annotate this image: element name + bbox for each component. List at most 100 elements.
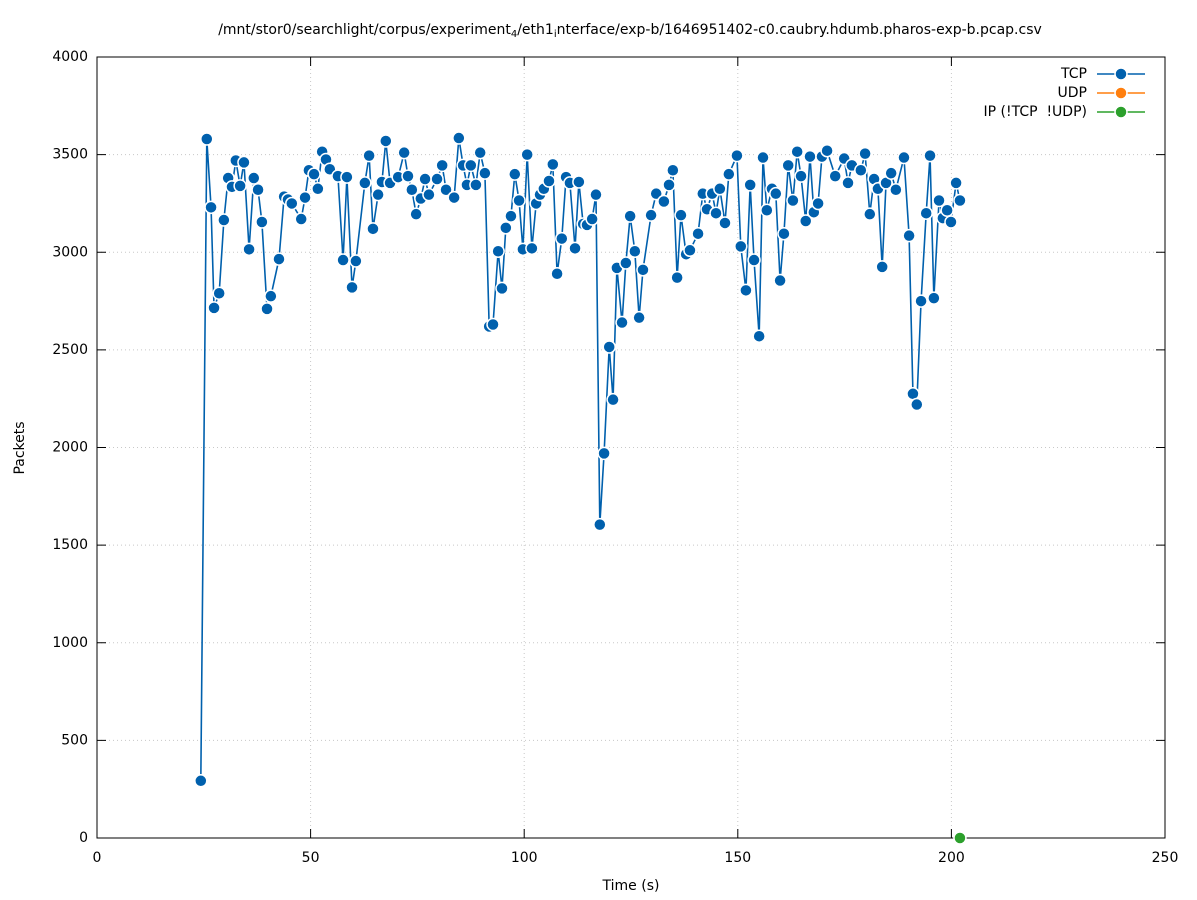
data-point xyxy=(897,150,911,165)
y-tick-label: 4000 xyxy=(52,49,88,65)
data-point xyxy=(615,315,629,330)
data-point xyxy=(362,148,376,163)
legend-label: IP (!TCP !UDP) xyxy=(984,104,1088,120)
data-point xyxy=(884,166,898,180)
data-point xyxy=(683,243,697,258)
plot-frame xyxy=(96,56,1166,839)
data-point xyxy=(811,196,825,211)
data-point xyxy=(200,132,214,146)
data-point xyxy=(255,215,269,229)
data-point xyxy=(949,176,963,190)
data-point xyxy=(430,172,444,186)
data-point xyxy=(409,207,423,221)
data-point xyxy=(439,183,453,197)
data-point xyxy=(336,253,350,267)
data-point xyxy=(752,329,766,343)
data-point xyxy=(371,187,385,202)
data-point xyxy=(247,171,261,185)
data-point xyxy=(597,446,611,461)
data-point xyxy=(798,214,813,228)
data-point xyxy=(555,231,569,246)
y-tick-label: 500 xyxy=(61,732,88,748)
data-point xyxy=(691,226,705,241)
data-point xyxy=(422,187,436,202)
data-point xyxy=(662,178,676,192)
data-point xyxy=(863,207,877,221)
data-point xyxy=(722,167,736,181)
y-tick-label: 2000 xyxy=(52,440,88,456)
data-point xyxy=(418,172,432,186)
data-point xyxy=(910,397,924,412)
data-point xyxy=(756,150,770,165)
data-point xyxy=(718,216,732,230)
data-point xyxy=(307,167,321,181)
data-point xyxy=(405,183,419,197)
data-point xyxy=(747,253,761,267)
data-point xyxy=(602,340,616,354)
data-point xyxy=(358,176,372,190)
data-point xyxy=(713,182,727,196)
data-point xyxy=(944,215,958,229)
data-point xyxy=(204,200,218,215)
data-point xyxy=(674,208,688,222)
data-point xyxy=(709,206,723,220)
data-point xyxy=(508,167,522,181)
data-point xyxy=(550,266,564,281)
data-point xyxy=(803,149,817,164)
legend-label: UDP xyxy=(1058,85,1087,101)
data-point xyxy=(927,291,941,305)
title-segment: /mnt/stor0/searchlight/corpus/experiment xyxy=(218,22,511,38)
x-tick-label: 0 xyxy=(93,850,102,866)
data-point xyxy=(632,310,646,325)
data-point xyxy=(212,286,226,301)
data-point xyxy=(666,163,680,177)
y-axis-label: Packets xyxy=(12,421,28,474)
x-tick-label: 100 xyxy=(511,850,538,866)
y-tick-label: 3500 xyxy=(52,147,88,163)
data-point xyxy=(542,174,556,188)
data-point xyxy=(473,145,487,160)
data-point xyxy=(452,131,466,145)
data-point xyxy=(953,193,967,208)
data-point xyxy=(546,157,560,172)
data-point xyxy=(786,193,800,208)
data-point xyxy=(478,166,492,180)
data-point xyxy=(491,244,505,259)
data-point xyxy=(940,203,954,218)
data-point xyxy=(623,209,637,223)
data-point xyxy=(499,221,513,235)
data-point xyxy=(769,186,783,201)
x-tick-label: 200 xyxy=(938,850,965,866)
data-point xyxy=(504,209,518,223)
data-point xyxy=(743,178,757,192)
data-point xyxy=(589,187,603,202)
data-point xyxy=(447,190,461,205)
data-point xyxy=(251,183,265,197)
data-point xyxy=(628,244,642,259)
data-point xyxy=(593,517,607,532)
data-point xyxy=(435,158,449,173)
data-point xyxy=(820,143,834,158)
data-point xyxy=(670,270,684,285)
data-point xyxy=(919,206,933,220)
data-point xyxy=(730,148,744,163)
y-tick-label: 3000 xyxy=(52,244,88,260)
data-point xyxy=(568,241,582,256)
data-point xyxy=(858,146,872,161)
data-point xyxy=(260,302,274,316)
title-segment: 4 xyxy=(511,29,517,40)
data-point xyxy=(734,239,748,254)
data-point xyxy=(495,281,509,296)
legend-swatch xyxy=(1114,86,1128,100)
y-tick-label: 2500 xyxy=(52,342,88,358)
x-tick-label: 150 xyxy=(724,850,751,866)
data-point xyxy=(760,203,774,218)
title-segment: i xyxy=(554,29,557,40)
data-point xyxy=(520,147,534,162)
legend-swatch xyxy=(1114,67,1128,81)
y-tick-label: 1000 xyxy=(52,635,88,651)
data-point xyxy=(636,263,650,277)
data-point xyxy=(379,134,393,148)
data-point xyxy=(217,213,231,227)
data-point xyxy=(237,155,251,170)
